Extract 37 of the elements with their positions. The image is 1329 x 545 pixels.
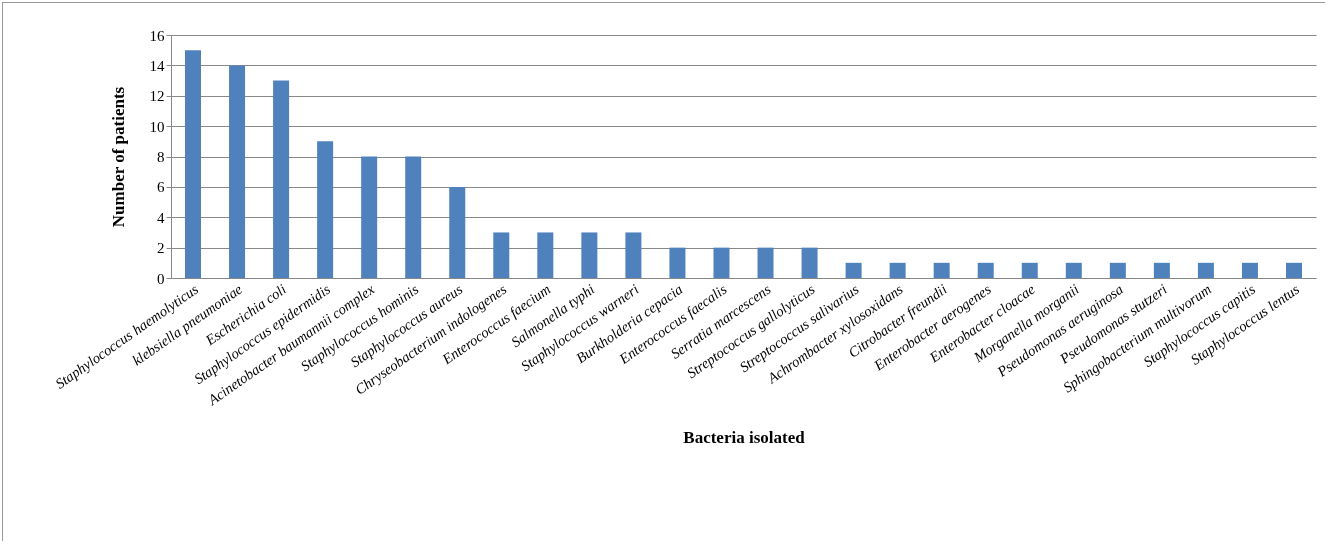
bar xyxy=(581,232,598,278)
bar xyxy=(405,156,422,278)
y-tick-label: 8 xyxy=(157,149,165,165)
bar xyxy=(977,262,994,278)
y-tick-label: 4 xyxy=(157,209,165,226)
bar xyxy=(1285,262,1302,278)
y-tick-label: 16 xyxy=(149,27,165,44)
bar xyxy=(757,247,774,278)
y-tick-label: 2 xyxy=(157,240,165,257)
bar xyxy=(185,50,202,278)
bar xyxy=(1065,262,1082,278)
bar xyxy=(713,247,730,278)
bar xyxy=(493,232,510,278)
bar xyxy=(1241,262,1258,278)
bar xyxy=(933,262,950,278)
bar xyxy=(1153,262,1170,278)
bar xyxy=(317,141,334,278)
bar xyxy=(625,232,642,278)
y-tick-label: 14 xyxy=(149,57,165,74)
y-tick-label: 12 xyxy=(149,88,165,105)
bar xyxy=(1109,262,1126,278)
bar xyxy=(801,247,818,278)
y-axis-title: Number of patients xyxy=(108,86,128,228)
bar xyxy=(1197,262,1214,278)
y-tick-label: 10 xyxy=(149,118,165,135)
bar xyxy=(537,232,554,278)
bar xyxy=(273,80,290,278)
bar xyxy=(1021,262,1038,278)
y-tick-label: 0 xyxy=(157,270,165,287)
bar xyxy=(669,247,686,278)
bar xyxy=(449,186,466,278)
bar xyxy=(229,65,246,278)
bar xyxy=(361,156,378,278)
x-axis-title: Bacteria isolated xyxy=(683,427,806,447)
bar xyxy=(889,262,906,278)
bar xyxy=(845,262,862,278)
y-tick-label: 6 xyxy=(157,179,165,196)
